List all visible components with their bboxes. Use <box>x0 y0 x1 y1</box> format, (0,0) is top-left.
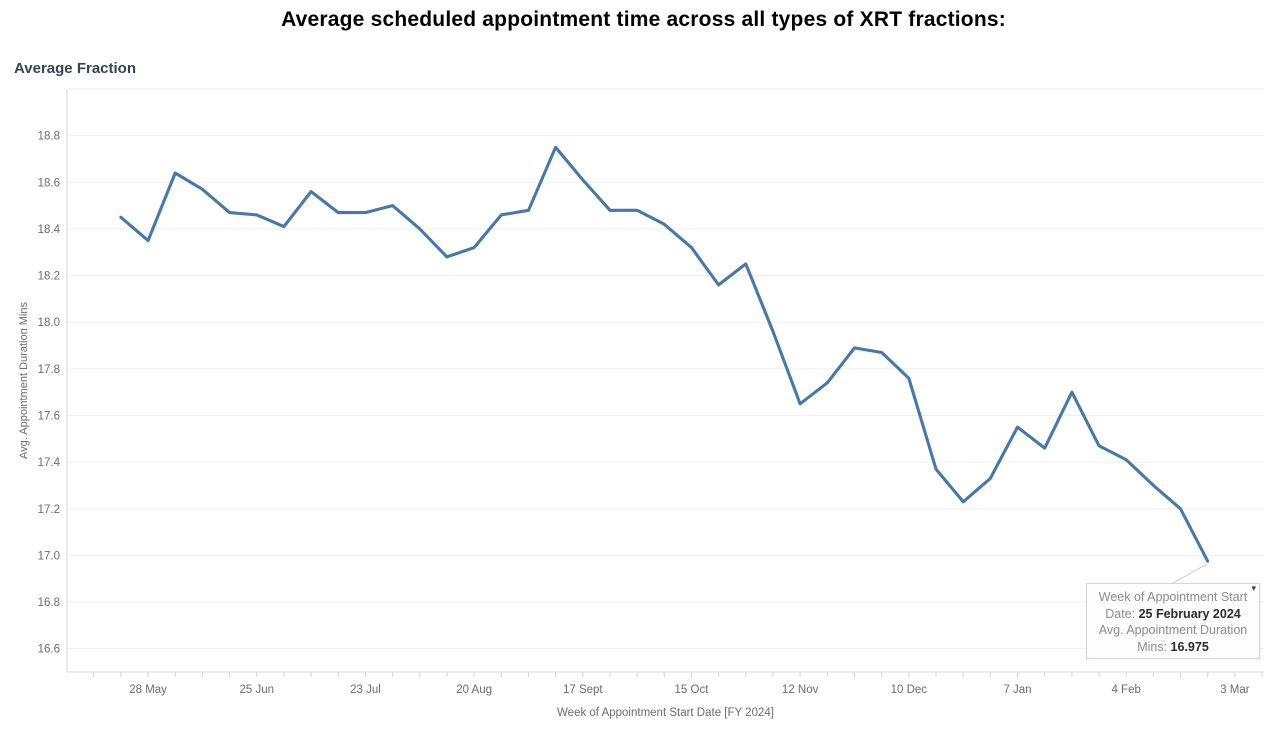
tooltip-label: Date: <box>1105 606 1139 621</box>
y-axis-tick-label: 17.0 <box>38 550 60 562</box>
tooltip-line: Avg. Appointment Duration <box>1087 622 1259 639</box>
x-axis-tick-label: 20 Aug <box>456 684 492 696</box>
x-axis-tick-label: 17 Sept <box>563 684 603 696</box>
tooltip: ▾ Week of Appointment Start Date: 25 Feb… <box>1086 583 1260 659</box>
y-axis-title: Avg. Appointment Duration Mins <box>18 302 30 459</box>
x-axis-title: Week of Appointment Start Date [FY 2024] <box>557 707 774 719</box>
x-axis-tick-label: 15 Oct <box>675 684 710 696</box>
hovered-data-point[interactable] <box>1204 557 1212 565</box>
tooltip-value: 25 February 2024 <box>1138 606 1241 621</box>
x-axis-tick-label: 3 Mar <box>1220 684 1250 696</box>
y-axis-tick-label: 16.6 <box>38 644 60 656</box>
y-axis-tick-label: 18.4 <box>38 224 61 236</box>
tooltip-line: Mins: 16.975 <box>1087 639 1259 656</box>
tooltip-callout-line <box>1172 563 1207 584</box>
y-axis-tick-label: 18.6 <box>38 177 60 189</box>
x-axis-tick-label: 23 Jul <box>350 684 381 696</box>
x-axis-tick-label: 12 Nov <box>782 684 819 696</box>
tooltip-label: Week of Appointment Start <box>1098 590 1248 604</box>
x-axis-tick-label: 10 Dec <box>891 684 928 696</box>
x-axis-tick-label: 28 May <box>129 684 167 696</box>
y-axis-tick-label: 18.2 <box>38 271 60 283</box>
y-axis-tick-label: 16.8 <box>38 597 60 609</box>
y-axis-tick-label: 17.8 <box>38 364 60 376</box>
tooltip-caret-icon: ▾ <box>1251 583 1256 593</box>
tooltip-value: 16.975 <box>1170 639 1209 654</box>
tooltip-line: Date: 25 February 2024 <box>1087 606 1259 623</box>
y-axis-tick-label: 17.4 <box>38 457 61 469</box>
page-title: Average scheduled appointment time acros… <box>281 8 1006 31</box>
y-axis-tick-label: 17.6 <box>38 410 60 422</box>
x-axis-tick-label: 7 Jan <box>1003 684 1031 696</box>
x-axis-tick-label: 25 Jun <box>239 684 274 696</box>
series-line[interactable] <box>119 145 1210 563</box>
tooltip-label: Avg. Appointment Duration <box>1098 623 1248 637</box>
chart-title: Average Fraction <box>14 60 136 77</box>
y-axis-tick-label: 17.2 <box>38 504 60 516</box>
y-axis-tick-label: 18.8 <box>38 131 60 143</box>
tooltip-line: Week of Appointment Start <box>1087 589 1259 606</box>
y-axis-tick-label: 18.0 <box>38 317 60 329</box>
tooltip-label: Mins: <box>1137 639 1171 654</box>
x-axis-tick-label: 4 Feb <box>1111 684 1140 696</box>
